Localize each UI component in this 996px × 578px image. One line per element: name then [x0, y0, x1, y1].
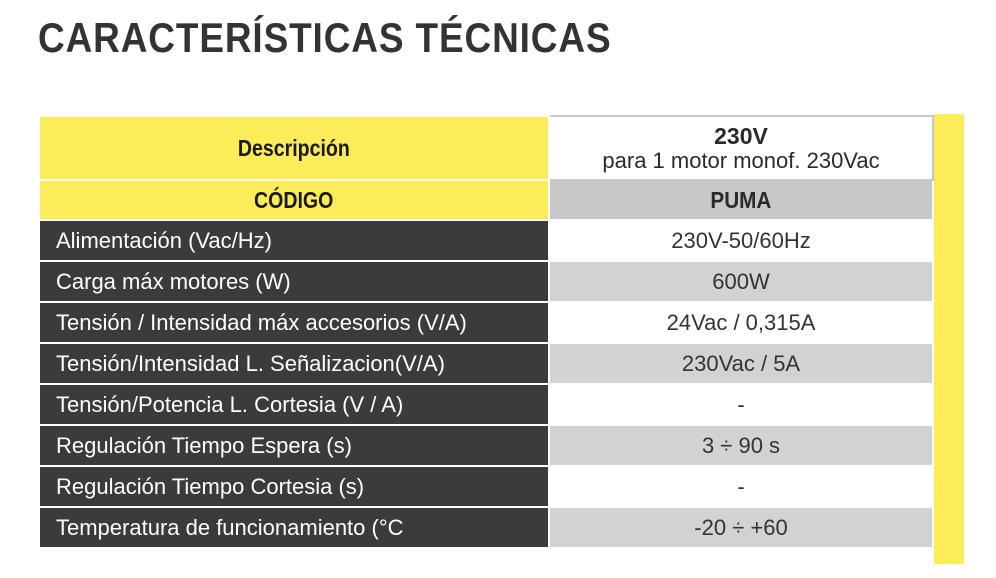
row-label: Tensión/Intensidad L. Señalizacion(V/A) — [38, 342, 550, 385]
row-label: Tensión/Potencia L. Cortesia (V / A) — [38, 383, 550, 426]
code-row: CÓDIGO PUMA — [38, 179, 934, 221]
row-label: Temperatura de funcionamiento (°C — [38, 506, 550, 549]
table-row: Regulación Tiempo Espera (s) 3 ÷ 90 s — [38, 424, 934, 467]
page-title: CARACTERÍSTICAS TÉCNICAS — [38, 14, 612, 61]
specs-table: Descripción 230V para 1 motor monof. 230… — [38, 115, 934, 549]
table-row: Tensión / Intensidad máx accesorios (V/A… — [38, 301, 934, 344]
table-row: Tensión/Potencia L. Cortesia (V / A) - — [38, 383, 934, 426]
row-label: Tensión / Intensidad máx accesorios (V/A… — [38, 301, 550, 344]
description-header-cell: Descripción — [38, 115, 550, 181]
row-label: Regulación Tiempo Cortesia (s) — [38, 465, 550, 508]
row-value: 230Vac / 5A — [548, 342, 934, 385]
voltage-sublabel: para 1 motor monof. 230Vac — [602, 148, 880, 173]
row-label: Regulación Tiempo Espera (s) — [38, 424, 550, 467]
description-label: Descripción — [238, 134, 350, 161]
decorative-yellow-stripe — [934, 114, 964, 564]
table-row: Temperatura de funcionamiento (°C -20 ÷ … — [38, 506, 934, 549]
table-header-row: Descripción 230V para 1 motor monof. 230… — [38, 115, 934, 181]
code-label-cell: CÓDIGO — [38, 179, 550, 221]
row-label: Carga máx motores (W) — [38, 260, 550, 303]
row-value: -20 ÷ +60 — [548, 506, 934, 549]
row-value: 600W — [548, 260, 934, 303]
table-row: Regulación Tiempo Cortesia (s) - — [38, 465, 934, 508]
code-label: CÓDIGO — [254, 186, 334, 213]
row-value: 230V-50/60Hz — [548, 219, 934, 262]
voltage-label: 230V — [714, 123, 768, 149]
row-value: - — [548, 465, 934, 508]
voltage-header-cell: 230V para 1 motor monof. 230Vac — [548, 115, 934, 181]
row-label: Alimentación (Vac/Hz) — [38, 219, 550, 262]
row-value: - — [548, 383, 934, 426]
row-value: 24Vac / 0,315A — [548, 301, 934, 344]
row-value: 3 ÷ 90 s — [548, 424, 934, 467]
code-value-cell: PUMA — [548, 179, 934, 221]
code-value: PUMA — [710, 186, 772, 213]
table-row: Carga máx motores (W) 600W — [38, 260, 934, 303]
table-row: Alimentación (Vac/Hz) 230V-50/60Hz — [38, 219, 934, 262]
table-row: Tensión/Intensidad L. Señalizacion(V/A) … — [38, 342, 934, 385]
